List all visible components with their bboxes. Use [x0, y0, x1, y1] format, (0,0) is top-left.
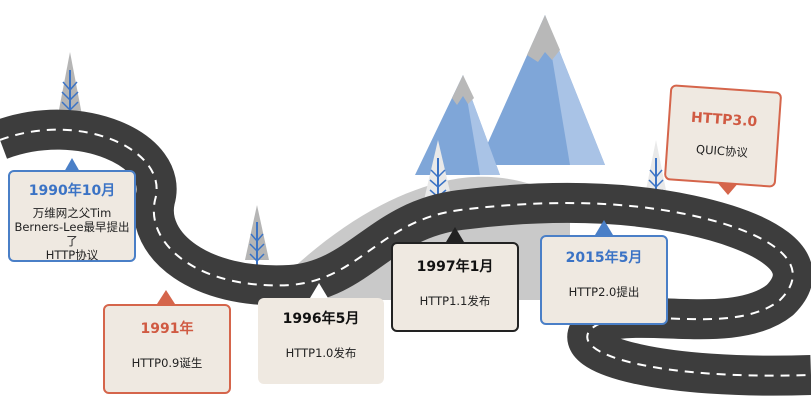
pointer-2015	[595, 220, 613, 235]
milestone-year: 1996年5月	[282, 311, 360, 327]
milestone-year: HTTP3.0	[690, 109, 758, 131]
milestone-desc-line: HTTP协议	[45, 248, 99, 262]
pointer-1990	[64, 158, 80, 172]
milestone-desc-line: HTTP1.0发布	[285, 346, 357, 360]
milestone-year: 2015年5月	[565, 250, 643, 266]
milestone-card-1997: 1997年1月 HTTP1.1发布	[391, 242, 519, 332]
pointer-1997	[446, 227, 464, 242]
milestone-year: 1997年1月	[416, 259, 494, 275]
milestone-year: 1991年	[140, 321, 194, 337]
milestone-card-2015: 2015年5月 HTTP2.0提出	[540, 235, 668, 325]
road-markings	[0, 128, 811, 377]
milestone-desc-line: QUIC协议	[695, 142, 749, 160]
milestone-desc-line: HTTP0.9诞生	[131, 356, 203, 370]
milestone-desc-line: HTTP1.1发布	[419, 294, 491, 308]
milestone-year: 1990年10月	[28, 183, 116, 199]
milestone-card-1990: 1990年10月 万维网之父Tim Berners-Lee最早提出了 HTTP协…	[8, 170, 136, 262]
mountain-group	[415, 15, 605, 175]
pointer-1996	[310, 283, 328, 298]
milestone-desc-line: HTTP2.0提出	[568, 285, 640, 299]
milestone-card-1991: 1991年 HTTP0.9诞生	[103, 304, 231, 394]
milestone-card-http3: HTTP3.0 QUIC协议	[663, 84, 783, 188]
milestone-desc-line: Berners-Lee最早提出了	[14, 220, 130, 248]
pointer-1991	[157, 290, 175, 304]
milestone-card-1996: 1996年5月 HTTP1.0发布	[258, 298, 384, 384]
milestone-desc-line: 万维网之父Tim	[32, 206, 112, 220]
